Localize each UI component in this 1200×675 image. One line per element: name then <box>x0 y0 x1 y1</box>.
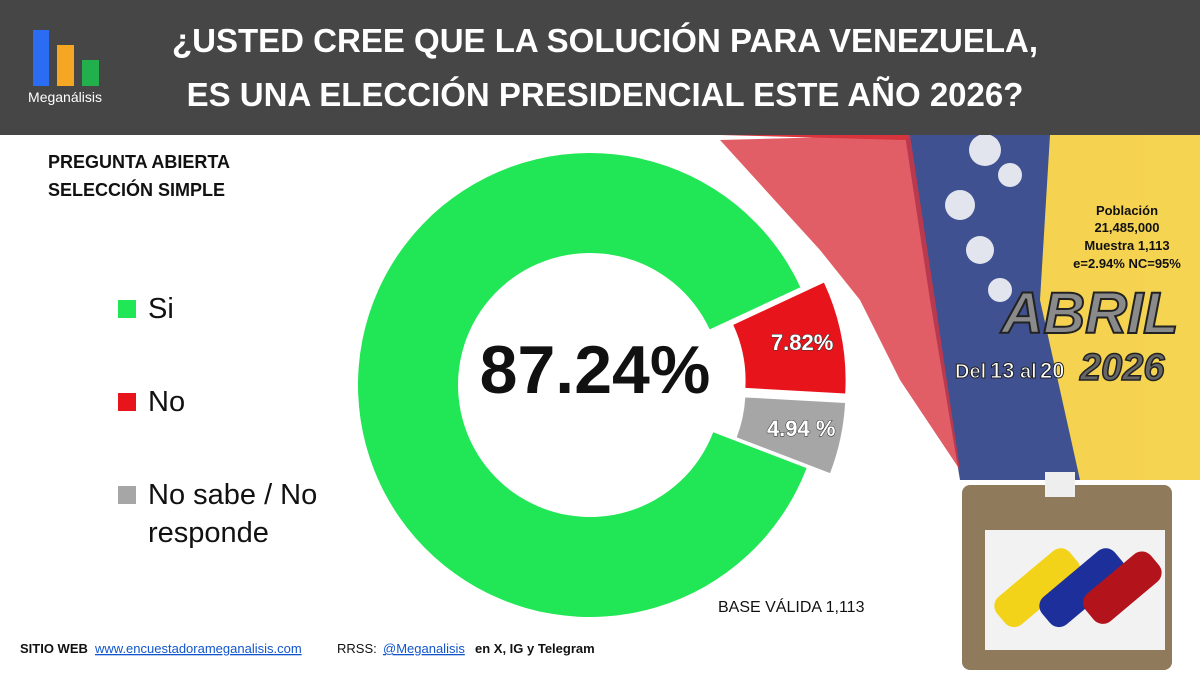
legend-item: No <box>118 383 358 421</box>
footer-link[interactable]: @Meganalisis <box>383 641 465 656</box>
pie-slice <box>357 153 807 618</box>
ballot-box <box>962 472 1172 670</box>
pie-slice <box>736 397 846 474</box>
legend-item: No sabe / No responde <box>118 476 358 552</box>
info-text: Población <box>1096 203 1158 218</box>
legend-swatch <box>118 393 136 411</box>
legend-swatch <box>118 486 136 504</box>
info-text: Muestra 1,113 <box>1084 238 1169 253</box>
value-label: 87.24% <box>480 332 711 408</box>
flag-decoration <box>720 134 1200 480</box>
legend-label: No sabe / No responde <box>148 479 318 549</box>
info-text: e=2.94% NC=95% <box>1073 256 1181 271</box>
logo-text: Meganálisis <box>28 89 102 105</box>
legend-item: Si <box>118 290 358 328</box>
logo-icon <box>33 30 99 86</box>
legend-label: No <box>148 386 186 418</box>
date-text: 20 <box>1040 358 1064 383</box>
date-text: 13 <box>990 358 1014 383</box>
value-label: 4.94 % <box>767 416 836 441</box>
title: ¿USTED CREE QUE LA SOLUCIÓN PARA VENEZUE… <box>172 22 1038 59</box>
date-text: Del <box>955 361 986 383</box>
footer-text: SITIO WEB <box>20 641 88 656</box>
date-year: 2026 <box>1079 347 1165 389</box>
date-month: ABRIL <box>999 281 1178 346</box>
legend-label: Si <box>148 293 174 325</box>
footer-text: RRSS: <box>337 641 377 656</box>
pie-slice <box>733 282 846 394</box>
footer-text: en X, IG y Telegram <box>475 641 595 656</box>
date-text: al <box>1020 361 1037 383</box>
subtitle: SELECCIÓN SIMPLE <box>48 179 225 200</box>
subtitle: PREGUNTA ABIERTA <box>48 152 230 172</box>
info-text: 21,485,000 <box>1094 220 1159 235</box>
value-label: 7.82% <box>771 330 833 355</box>
legend-swatch <box>118 300 136 318</box>
title: ES UNA ELECCIÓN PRESIDENCIAL ESTE AÑO 20… <box>187 76 1024 113</box>
footer-link[interactable]: www.encuestadorameganalisis.com <box>94 641 302 656</box>
annotation: BASE VÁLIDA 1,113 <box>718 597 865 616</box>
header-bar <box>0 0 1200 135</box>
